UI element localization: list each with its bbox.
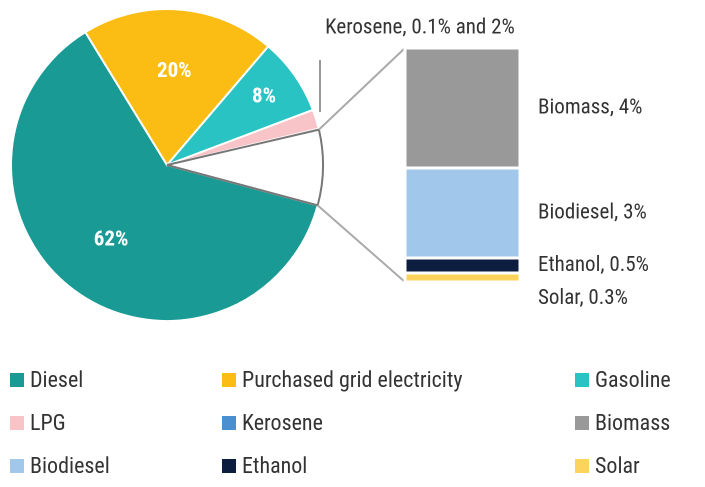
legend-label: Purchased grid electricity bbox=[242, 368, 463, 393]
connector bbox=[317, 204, 406, 283]
legend-swatch bbox=[222, 416, 236, 430]
bar-segment bbox=[403, 166, 522, 260]
data-label: 20% bbox=[157, 59, 192, 83]
bar-segment bbox=[403, 46, 522, 170]
legend-label: Ethanol bbox=[242, 454, 307, 479]
legend-label: Biomass bbox=[595, 411, 670, 436]
data-label: Solar, 0.3% bbox=[538, 286, 628, 310]
legend-label: Gasoline bbox=[595, 368, 671, 393]
bar-segment bbox=[403, 256, 522, 275]
data-label: 62% bbox=[94, 228, 129, 252]
legend-swatch bbox=[575, 416, 589, 430]
connector bbox=[318, 47, 406, 131]
data-label: 8% bbox=[252, 84, 276, 108]
legend-swatch bbox=[222, 373, 236, 387]
pie-other-slice bbox=[166, 128, 324, 207]
legend-swatch bbox=[575, 459, 589, 473]
legend-label: LPG bbox=[30, 411, 66, 436]
annotation: Kerosene, 0.1% and 2% bbox=[325, 16, 515, 40]
legend-label: Diesel bbox=[30, 368, 83, 393]
pie-slice bbox=[83, 8, 270, 167]
data-label: Biomass, 4% bbox=[538, 96, 642, 120]
data-label: Biodiesel, 3% bbox=[538, 201, 647, 225]
pie-slice bbox=[10, 30, 319, 322]
legend-swatch bbox=[10, 373, 24, 387]
legend-label: Biodiesel bbox=[30, 454, 110, 479]
legend-label: Kerosene bbox=[242, 411, 323, 436]
legend-swatch bbox=[575, 373, 589, 387]
data-label: Ethanol, 0.5% bbox=[538, 253, 649, 277]
legend-swatch bbox=[10, 416, 24, 430]
bar-segment bbox=[403, 271, 522, 284]
legend-swatch bbox=[222, 459, 236, 473]
legend-label: Solar bbox=[595, 454, 640, 479]
legend-swatch bbox=[10, 459, 24, 473]
